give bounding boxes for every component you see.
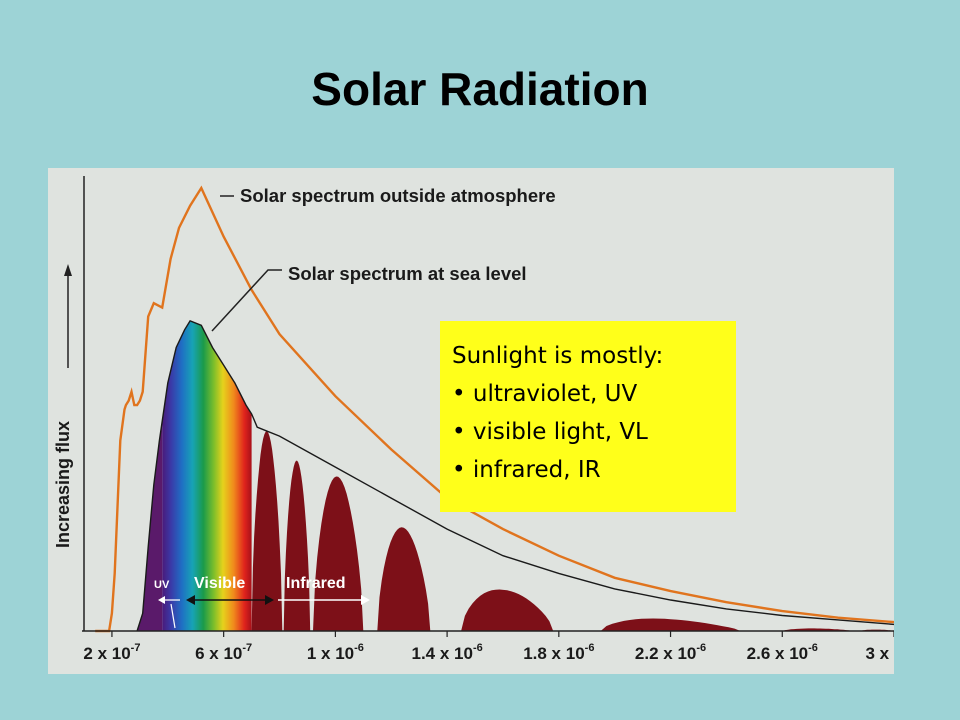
y-axis-arrow-head (64, 264, 72, 276)
infrared-arrow (278, 595, 370, 605)
callout-item-uv: ultraviolet, UV (452, 375, 736, 413)
x-ticks: 2 x 10-7 6 x 10-7 1 x 10-6 1.4 x 10-6 1.8 x … (83, 631, 894, 663)
x-tick-label: 1 x 10-6 (307, 642, 364, 663)
infrared-band (251, 431, 894, 631)
series-label-sea-level: Solar spectrum at sea level (288, 263, 527, 284)
spectrum-figure: 2 x 10-7 6 x 10-7 1 x 10-6 1.4 x 10-6 1.8 x … (48, 168, 894, 674)
callout-heading: Sunlight is mostly: (452, 343, 664, 369)
x-tick-label: 2.6 x 10-6 (747, 642, 818, 663)
visible-arrow (186, 595, 274, 605)
series-line-outside-atmosphere (95, 185, 894, 633)
x-tick-label: 2 x 10-7 (83, 642, 140, 663)
uv-band (137, 421, 163, 631)
x-tick-label: 3 x 10-6 (865, 642, 894, 663)
sunlight-callout: Sunlight is mostly: ultraviolet, UV visi… (440, 321, 736, 512)
region-label-visible: Visible (194, 575, 245, 592)
uv-arrow (158, 596, 180, 629)
visible-band (162, 321, 252, 631)
spectrum-bands (137, 321, 894, 631)
x-tick-label: 1.4 x 10-6 (411, 642, 482, 663)
callout-item-visible: visible light, VL (452, 413, 736, 451)
y-axis-label: Increasing flux (53, 421, 73, 548)
callout-item-infrared: infrared, IR (452, 451, 736, 489)
callout-list: ultraviolet, UV visible light, VL infrar… (452, 375, 736, 489)
x-tick-label: 6 x 10-7 (195, 642, 252, 663)
region-label-uv: UV (154, 579, 170, 591)
series-line-sea-level (136, 320, 894, 632)
spectrum-chart: 2 x 10-7 6 x 10-7 1 x 10-6 1.4 x 10-6 1.8 x … (53, 176, 894, 663)
sea-level-label-leader (211, 269, 282, 332)
x-tick-label: 2.2 x 10-6 (635, 642, 706, 663)
x-tick-label: 1.8 x 10-6 (523, 642, 594, 663)
region-label-infrared: Infrared (286, 575, 346, 592)
slide-title: Solar Radiation (311, 63, 649, 115)
series-label-outside-atmosphere: Solar spectrum outside atmosphere (240, 185, 556, 206)
